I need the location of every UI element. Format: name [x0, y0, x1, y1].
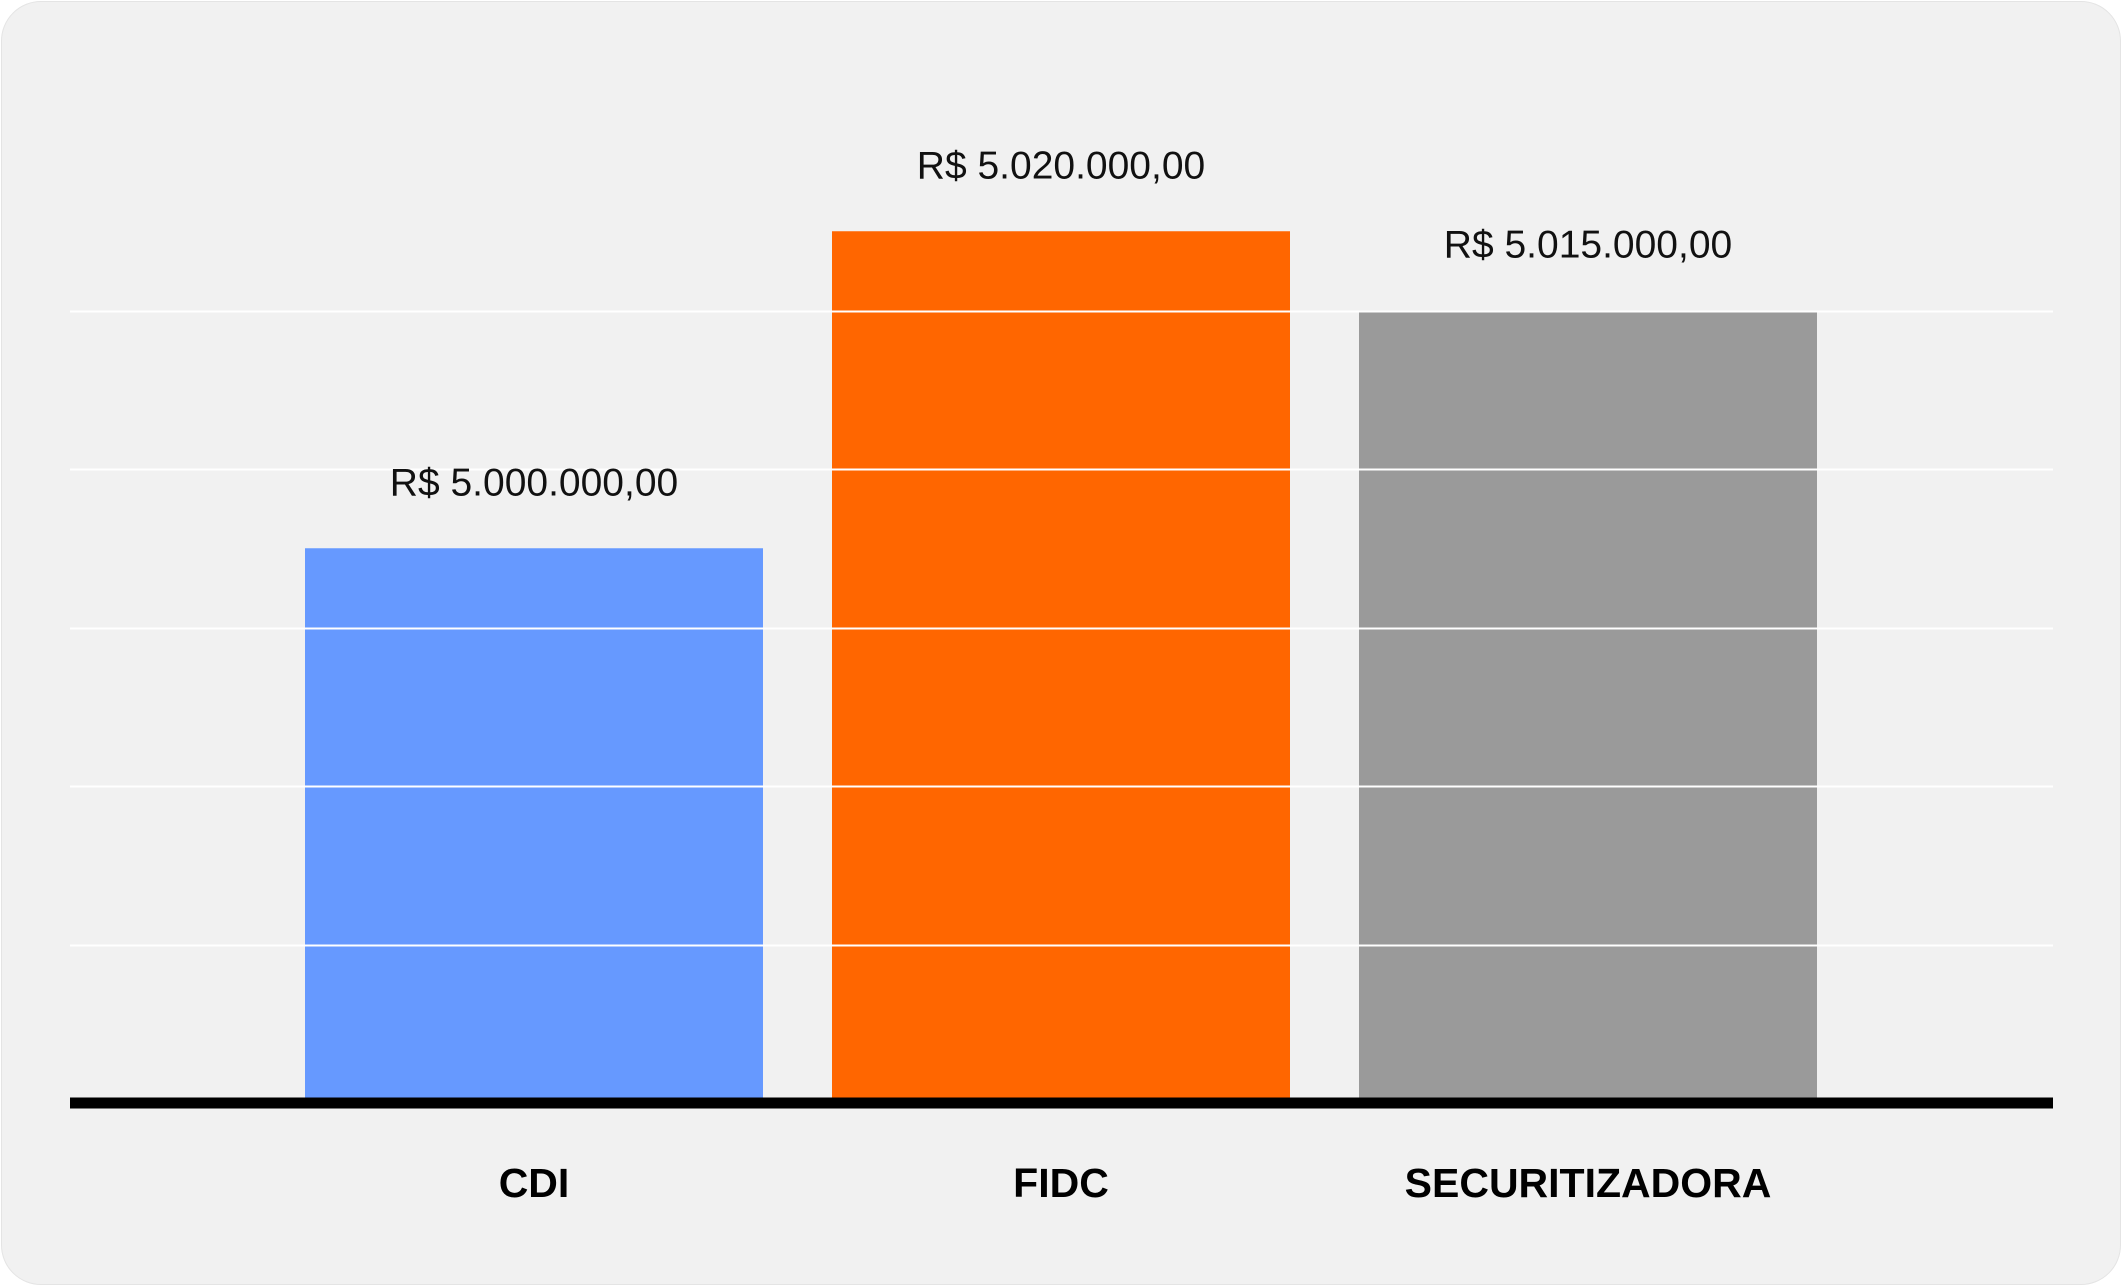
value-label-fidc: R$ 5.020.000,00 [917, 144, 1205, 187]
bar-securitizadora [1359, 310, 1817, 1103]
bar-cdi [305, 548, 763, 1103]
value-label-securitizadora: R$ 5.015.000,00 [1444, 224, 1732, 267]
category-label-securitizadora: SECURITIZADORA [1405, 1160, 1772, 1206]
labels-layer: R$ 5.000.000,00 CDI R$ 5.020.000,00 FIDC R$ … [390, 144, 1772, 1206]
value-label-cdi: R$ 5.000.000,00 [390, 461, 678, 504]
gridlines [70, 310, 2053, 947]
bars-layer [305, 231, 1817, 1103]
category-label-cdi: CDI [499, 1160, 570, 1206]
category-label-fidc: FIDC [1013, 1160, 1109, 1206]
bar-fidc [832, 231, 1290, 1103]
